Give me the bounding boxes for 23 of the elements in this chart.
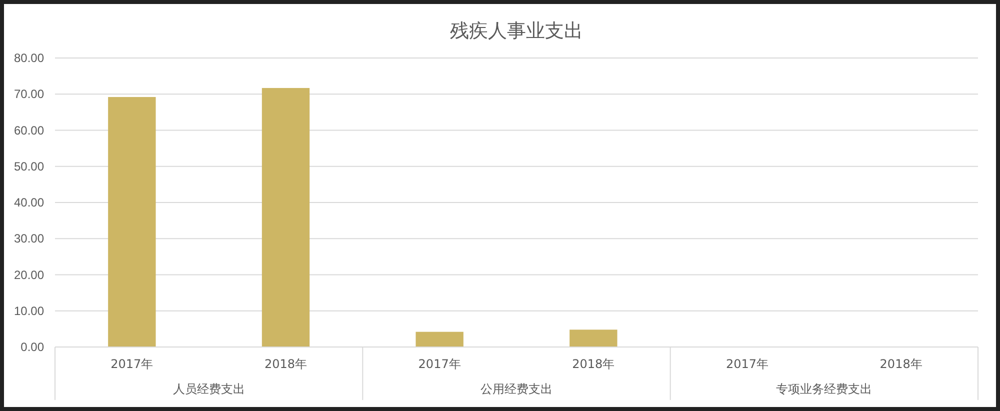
y-tick-label: 10.00 <box>14 304 44 318</box>
y-tick-label: 80.00 <box>14 51 44 65</box>
bar <box>416 332 464 347</box>
y-tick-label: 40.00 <box>14 196 44 210</box>
x-tick-label: 2018年 <box>264 357 308 371</box>
bar <box>570 330 618 347</box>
y-tick-label: 50.00 <box>14 159 44 174</box>
text: 人员经费支出 <box>172 382 245 396</box>
text: 公用经费支出 <box>480 382 552 396</box>
text: 专项业务经费支出 <box>776 382 872 396</box>
y-tick-label: 70.00 <box>14 87 44 102</box>
x-tick-label: 2017年 <box>726 357 769 371</box>
y-tick-label: 0.00 <box>20 340 44 354</box>
bar <box>108 97 156 347</box>
x-tick-label: 2018年 <box>572 357 615 371</box>
y-tick-label: 30.00 <box>14 232 44 246</box>
y-tick-label: 20.00 <box>14 268 44 282</box>
x-tick-label: 2017年 <box>418 357 461 371</box>
chart-title: 残疾人事业支出 <box>450 20 583 42</box>
y-tick-label: 60.00 <box>14 123 44 138</box>
x-tick-label: 2018年 <box>880 357 922 371</box>
x-tick-label: 2017年 <box>110 357 154 371</box>
bar <box>262 88 310 347</box>
